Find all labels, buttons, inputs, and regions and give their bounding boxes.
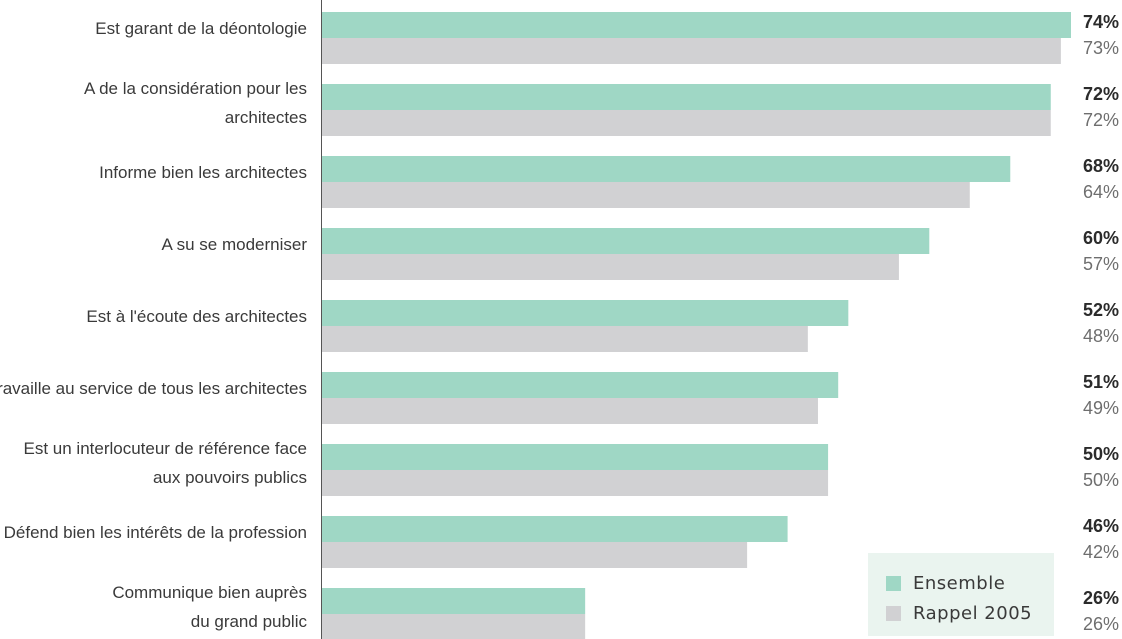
value-label-rappel-2005-7: 42% (1083, 542, 1119, 562)
bar-ensemble-8 (322, 588, 586, 614)
value-label-ensemble-4: 52% (1083, 300, 1119, 320)
category-label-8: Communique bien auprès du grand public (112, 583, 307, 631)
value-label-rappel-2005-3: 57% (1083, 254, 1119, 274)
bar-rappel-2005-1 (322, 110, 1051, 136)
value-labels: 74% 73% 72% 72% 68% 64% 60% 57% 52% 48% 51% 49% 50% 5… (1083, 12, 1119, 634)
value-label-ensemble-7: 46% (1083, 516, 1119, 536)
category-label-3: A su se moderniser (161, 235, 307, 254)
bar-rappel-2005-7 (322, 542, 748, 568)
bar-rappel-2005-0 (322, 38, 1061, 64)
bar-ensemble-6 (322, 444, 829, 470)
legend-swatch-series-2 (886, 605, 901, 621)
category-label-7: Défend bien les intérêts de la professio… (4, 523, 307, 542)
bar-rappel-2005-8 (322, 614, 586, 639)
category-label-4: Est à l'écoute des architectes (86, 307, 307, 326)
value-label-rappel-2005-1: 72% (1083, 110, 1119, 130)
bar-ensemble-4 (322, 300, 849, 326)
legend-item-series-2: Rappel 2005 (886, 598, 1054, 628)
category-label-5: Travaille au service de tous les archite… (0, 379, 307, 398)
value-label-ensemble-0: 74% (1083, 12, 1119, 32)
bar-ensemble-0 (322, 12, 1071, 38)
value-label-rappel-2005-6: 50% (1083, 470, 1119, 490)
bar-rappel-2005-5 (322, 398, 818, 424)
bars-group (322, 12, 1071, 639)
bar-ensemble-7 (322, 516, 788, 542)
value-label-rappel-2005-4: 48% (1083, 326, 1119, 346)
category-label-6: Est un interlocuteur de référence face au… (24, 439, 308, 487)
category-label-1: A de la considération pour les architecte… (84, 79, 307, 127)
value-label-rappel-2005-5: 49% (1083, 398, 1119, 418)
bar-rappel-2005-6 (322, 470, 829, 496)
bar-ensemble-5 (322, 372, 839, 398)
legend: Ensemble Rappel 2005 (868, 553, 1054, 636)
bar-rappel-2005-2 (322, 182, 970, 208)
bar-rappel-2005-4 (322, 326, 808, 352)
value-label-rappel-2005-0: 73% (1083, 38, 1119, 58)
value-label-rappel-2005-8: 26% (1083, 614, 1119, 634)
legend-label-series-2: Rappel 2005 (913, 602, 1033, 624)
bar-ensemble-1 (322, 84, 1051, 110)
bar-ensemble-2 (322, 156, 1011, 182)
value-label-ensemble-6: 50% (1083, 444, 1119, 464)
value-label-ensemble-5: 51% (1083, 372, 1119, 392)
legend-label-series-1: Ensemble (913, 572, 1006, 594)
value-label-ensemble-3: 60% (1083, 228, 1119, 248)
category-labels: Est garant de la déontologie A de la cons… (0, 19, 307, 631)
legend-item-series-1: Ensemble (886, 568, 1054, 598)
legend-swatch-series-1 (886, 575, 901, 591)
value-label-ensemble-8: 26% (1083, 588, 1119, 608)
value-label-ensemble-2: 68% (1083, 156, 1119, 176)
value-label-rappel-2005-2: 64% (1083, 182, 1119, 202)
value-label-ensemble-1: 72% (1083, 84, 1119, 104)
category-label-2: Informe bien les architectes (99, 163, 307, 182)
bar-rappel-2005-3 (322, 254, 899, 280)
bar-ensemble-3 (322, 228, 930, 254)
category-label-0: Est garant de la déontologie (95, 19, 307, 38)
